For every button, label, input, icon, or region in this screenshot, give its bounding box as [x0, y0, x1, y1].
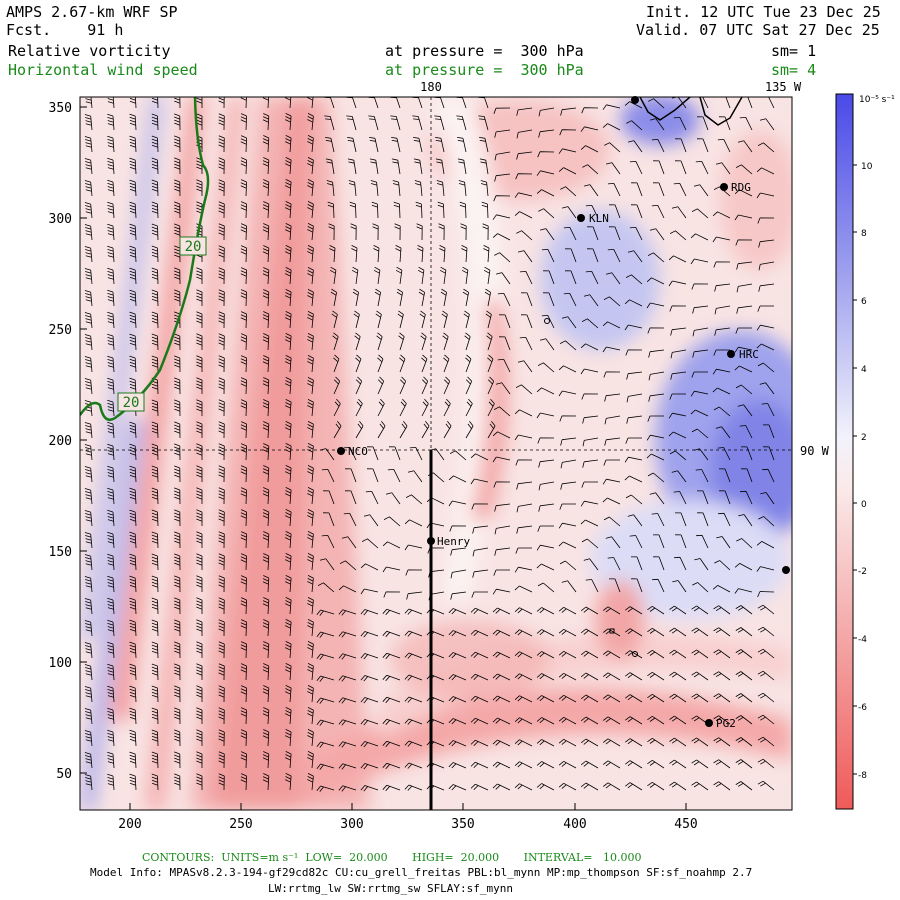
meridian-label: 135 W: [765, 80, 802, 94]
field2-level: at pressure = 300 hPa: [385, 61, 584, 79]
wind-barb-glyphs: [84, 97, 775, 792]
y-tick-label: 50: [56, 767, 72, 782]
colorbar-tick-label: 8: [861, 229, 867, 239]
colorbar-tick-label: -6: [858, 703, 867, 713]
station-marker: [609, 628, 615, 634]
x-tick-label: 450: [674, 817, 697, 832]
svg-text:RDG: RDG: [731, 181, 751, 194]
colorbar-tick-label: 4: [861, 365, 867, 375]
colorbar-tick-label: 6: [861, 297, 867, 307]
y-tick-label: 150: [49, 545, 72, 560]
coastline: [639, 97, 743, 126]
contour-label-upper: 20: [179, 236, 207, 256]
svg-text:PG2: PG2: [716, 717, 736, 730]
x-tick-label: 400: [563, 817, 586, 832]
wind-speed-contour: [80, 97, 210, 422]
contour-label-text: 20: [123, 395, 140, 411]
station-marker: [782, 566, 790, 574]
y-tick-label: 250: [49, 323, 72, 338]
colorbar-tick-label: 0: [861, 500, 867, 510]
svg-text:NCO: NCO: [348, 445, 368, 458]
colorbar-tick-label: 10: [861, 162, 873, 172]
station-hrc: HRC: [727, 348, 759, 361]
colorbar-tick-label: 2: [861, 433, 867, 443]
colorbar-tick-label: -8: [858, 771, 867, 781]
axis-ticks: [80, 106, 687, 810]
contour-label-lower: 20: [117, 392, 145, 412]
station-rdg: RDG: [720, 181, 751, 194]
contour-label-text: 20: [185, 239, 202, 255]
svg-text:HRC: HRC: [739, 348, 759, 361]
forecast-hour: Fcst. 91 h: [6, 21, 124, 39]
station-nco: NCO: [337, 445, 368, 458]
model-info-line2: LW:rrtmg_lw SW:rrtmg_sw SFLAY:sf_mynn: [268, 882, 514, 895]
y-tick-label: 300: [49, 212, 72, 227]
svg-text:KLN: KLN: [589, 212, 609, 225]
y-tick-label: 100: [49, 656, 72, 671]
station-marker: [632, 651, 638, 657]
field2-name: Horizontal wind speed: [8, 61, 198, 79]
x-tick-label: 250: [229, 817, 252, 832]
x-tick-label: 300: [340, 817, 363, 832]
station-henry: Henry: [427, 535, 470, 548]
x-tick-label: 200: [118, 817, 141, 832]
svg-text:Henry: Henry: [437, 535, 470, 548]
valid-time: Valid. 07 UTC Sat 27 Dec 25: [636, 21, 880, 39]
station-kln: KLN: [577, 212, 609, 225]
meridian-label: 180: [420, 80, 442, 94]
field1-smoothing: sm= 1: [771, 42, 817, 60]
field2-smoothing: sm= 4: [771, 61, 817, 79]
colorbar: 10⁻⁵ s⁻¹ 10 8 6 4 2 0 -2 -4 -6 -8: [835, 93, 895, 810]
y-tick-label: 200: [49, 434, 72, 449]
wind-barbs: [84, 97, 775, 792]
contour-info: CONTOURS: UNITS=m s⁻¹ LOW= 20.000 HIGH= …: [142, 851, 642, 864]
station-pg2: PG2: [705, 717, 736, 730]
model-info: Model Info: MPASv8.2.3-194-gf29cd82c CU:…: [90, 866, 753, 879]
field1-name: Relative vorticity: [8, 42, 171, 60]
init-time: Init. 12 UTC Tue 23 Dec 25: [646, 3, 881, 21]
colorbar-unit: 10⁻⁵ s⁻¹: [859, 95, 895, 105]
station-marker: [544, 318, 550, 324]
station-marker: [631, 96, 639, 104]
plot-frame: [79, 96, 793, 811]
colorbar-tick-label: -2: [858, 567, 867, 577]
x-tick-label: 350: [451, 817, 474, 832]
model-title: AMPS 2.67-km WRF SP: [6, 3, 178, 21]
meridian-label: 90 W: [800, 444, 830, 458]
colorbar-tick-label: -4: [858, 635, 867, 645]
field1-level: at pressure = 300 hPa: [385, 42, 584, 60]
y-tick-label: 350: [49, 101, 72, 116]
